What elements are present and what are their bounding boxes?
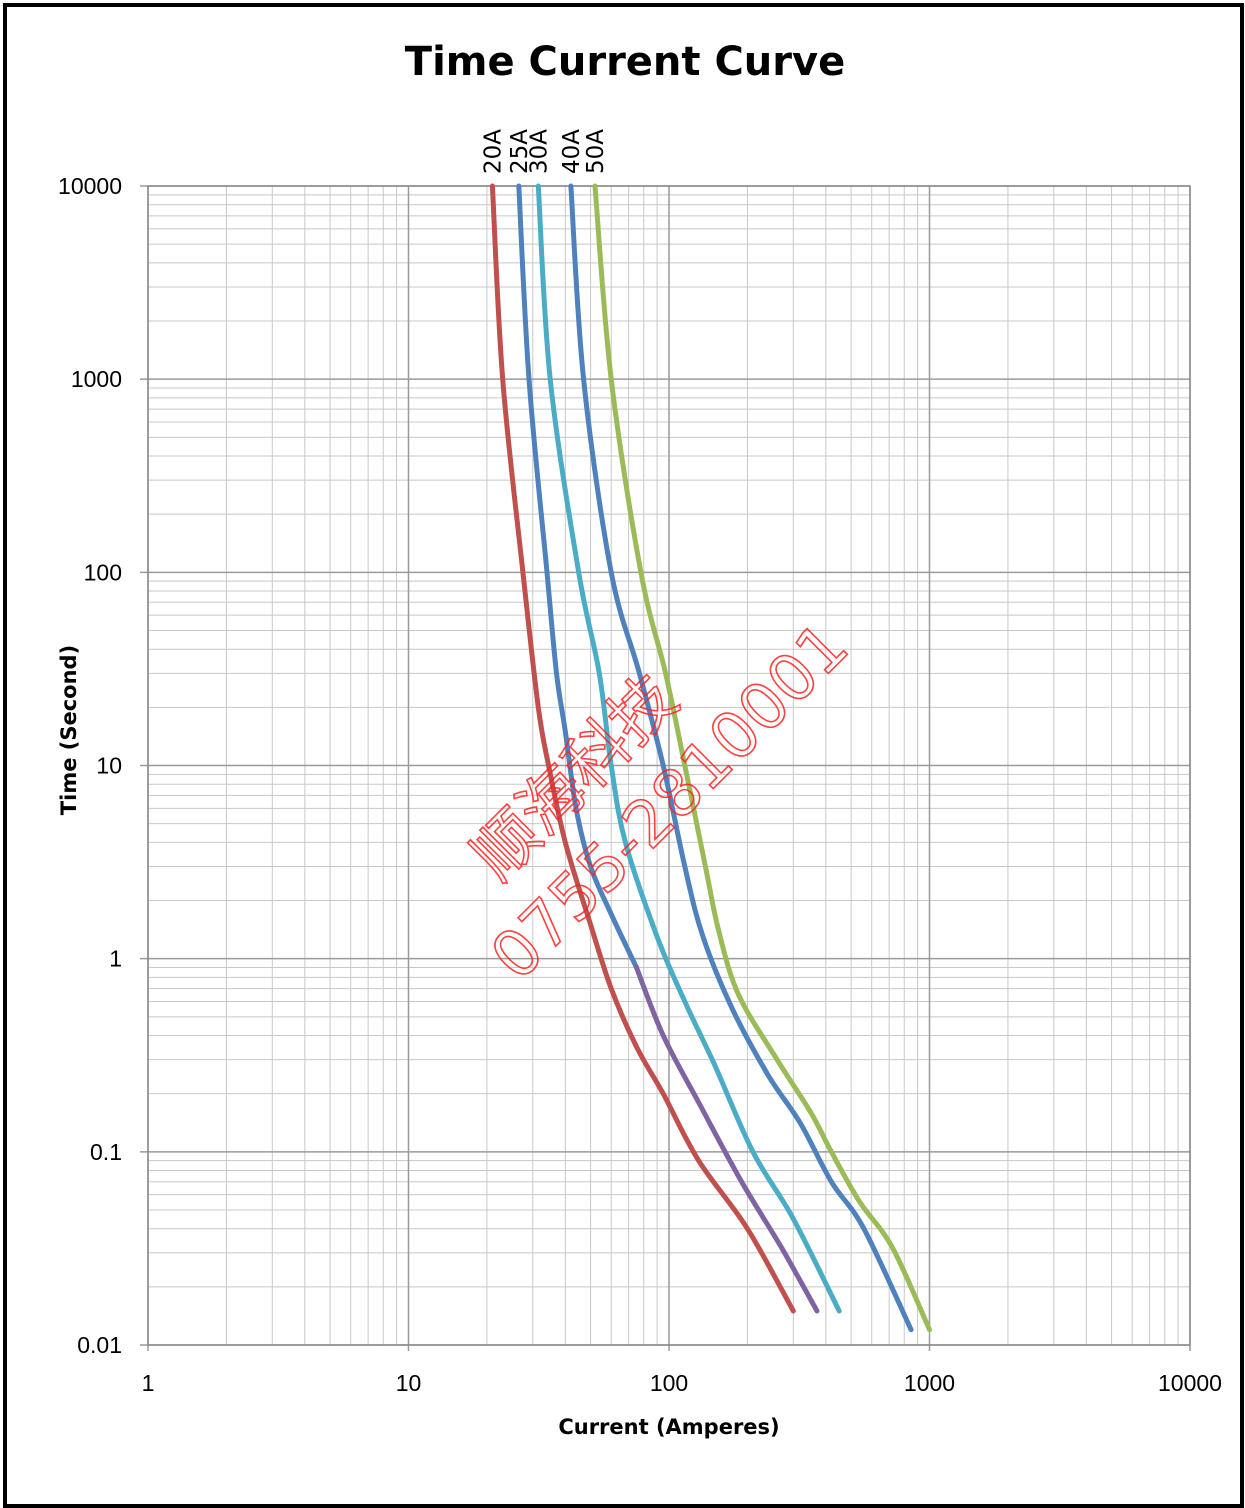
series-lines [489, 183, 932, 1333]
y-tick-label: 1000 [71, 366, 122, 392]
watermark: 顺海科技 0755-2810001 [458, 608, 864, 995]
series-label-50a: 50A [583, 129, 609, 174]
y-tick-label: 10000 [58, 173, 122, 199]
series-line-50a [592, 183, 932, 1333]
series-line-40a [568, 183, 914, 1333]
y-tick-label: 10 [96, 753, 122, 779]
x-tick-label: 100 [650, 1370, 688, 1396]
series-label-40a: 40A [559, 129, 585, 174]
x-tick-label: 1000 [904, 1370, 955, 1396]
y-axis-title: Time (Second) [57, 645, 81, 815]
y-tick-label: 0.01 [77, 1332, 122, 1358]
x-tick-label: 10 [396, 1370, 422, 1396]
series-label-20a: 20A [480, 129, 506, 174]
y-tick-label: 0.1 [90, 1139, 122, 1165]
series-label-25a: 25A [507, 129, 533, 174]
chart-title: Time Current Curve [405, 39, 845, 85]
plot-area-border [147, 185, 1191, 1346]
x-tick-label: 1 [142, 1370, 155, 1396]
series-line-20a [489, 183, 796, 1314]
x-tick-labels: 1 10 100 1000 10000 [142, 1370, 1222, 1396]
x-axis-title: Current (Amperes) [558, 1415, 779, 1439]
y-tick-label: 1 [109, 946, 122, 972]
series-line-25a [516, 183, 639, 970]
y-tick-labels: 10000 1000 100 10 1 0.1 0.01 [58, 173, 122, 1358]
x-tick-label: 10000 [1158, 1370, 1222, 1396]
series-label-30a: 30A [526, 129, 552, 174]
y-tick-label: 100 [84, 559, 122, 585]
series-line-25a [634, 965, 820, 1314]
series-line-30a [535, 183, 842, 1314]
